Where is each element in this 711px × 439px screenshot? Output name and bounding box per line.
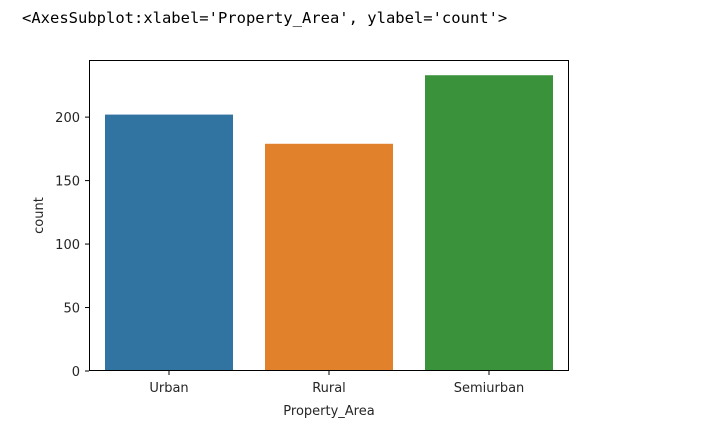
y-axis: 0 50 100 150 200 <box>55 111 89 380</box>
y-tick-label: 150 <box>55 175 80 190</box>
x-axis-label: Property_Area <box>283 404 374 419</box>
output-repr-text: <AxesSubplot:xlabel='Property_Area', yla… <box>22 9 508 27</box>
y-tick-label: 200 <box>55 111 80 126</box>
bar-semiurban <box>425 75 553 371</box>
x-axis: Urban Rural Semiurban <box>149 371 524 396</box>
bar-rural <box>265 143 393 371</box>
x-tick-label: Semiurban <box>454 381 525 396</box>
x-tick-label: Rural <box>312 381 346 396</box>
y-tick-label: 100 <box>55 238 80 253</box>
plot-frame <box>89 60 569 371</box>
y-tick-label: 50 <box>63 302 80 317</box>
y-axis-label: count <box>32 197 47 234</box>
y-tick-label: 0 <box>72 365 80 380</box>
x-tick-label: Urban <box>149 381 188 396</box>
bar-urban <box>105 114 233 371</box>
bars-group <box>105 75 553 371</box>
